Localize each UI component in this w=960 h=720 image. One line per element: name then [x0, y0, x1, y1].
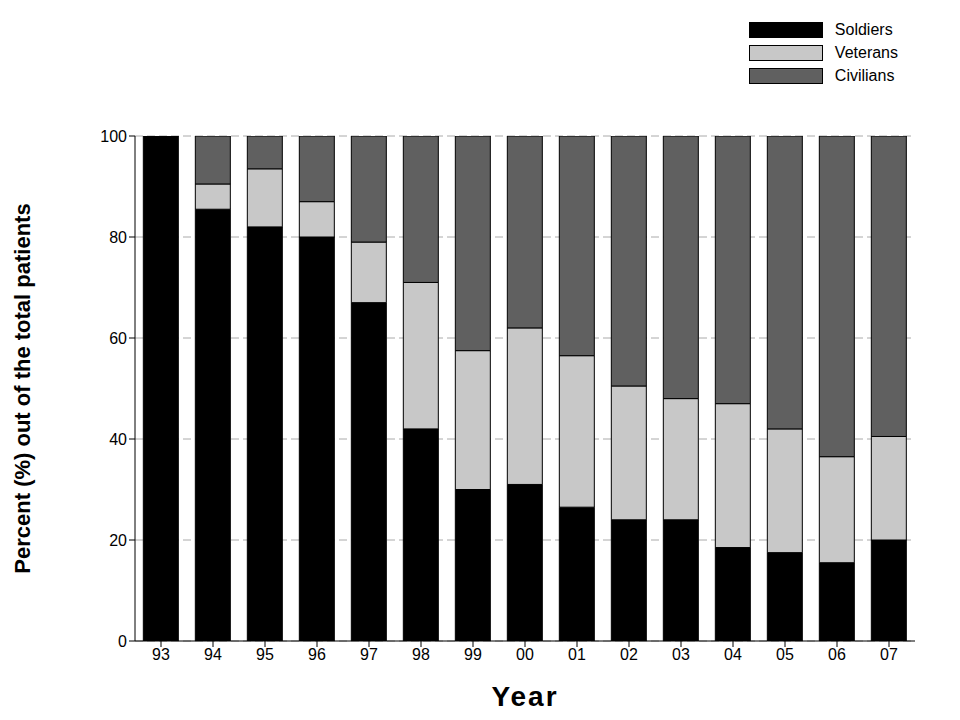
html-text:Civilians: Civilians	[834, 66, 895, 84]
svg-text:02: 02	[620, 646, 638, 663]
svg-text:98: 98	[412, 646, 430, 663]
svg-text:20: 20	[109, 532, 127, 549]
svg-text:05: 05	[776, 646, 794, 663]
svg-text:95: 95	[256, 646, 274, 663]
svg-text:80: 80	[109, 229, 127, 246]
svg-text:04: 04	[724, 646, 742, 663]
svg-text:06: 06	[828, 646, 846, 663]
svg-text:03: 03	[672, 646, 690, 663]
svg-text:07: 07	[880, 646, 898, 663]
svg-text:01: 01	[568, 646, 586, 663]
svg-text:Year: Year	[491, 681, 558, 712]
svg-text:0: 0	[118, 633, 127, 650]
html-text:Veterans: Veterans	[834, 43, 898, 61]
html-text:Soldiers: Soldiers	[834, 20, 893, 38]
svg-text:96: 96	[308, 646, 326, 663]
svg-text:Percent (%) out of the total p: Percent (%) out of the total patients	[10, 203, 35, 573]
svg-text:99: 99	[464, 646, 482, 663]
svg-text:97: 97	[360, 646, 378, 663]
svg-text:100: 100	[100, 128, 127, 145]
svg-text:40: 40	[109, 431, 127, 448]
svg-text:60: 60	[109, 330, 127, 347]
svg-text:94: 94	[204, 646, 222, 663]
svg-text:00: 00	[516, 646, 534, 663]
svg-text:93: 93	[152, 646, 170, 663]
